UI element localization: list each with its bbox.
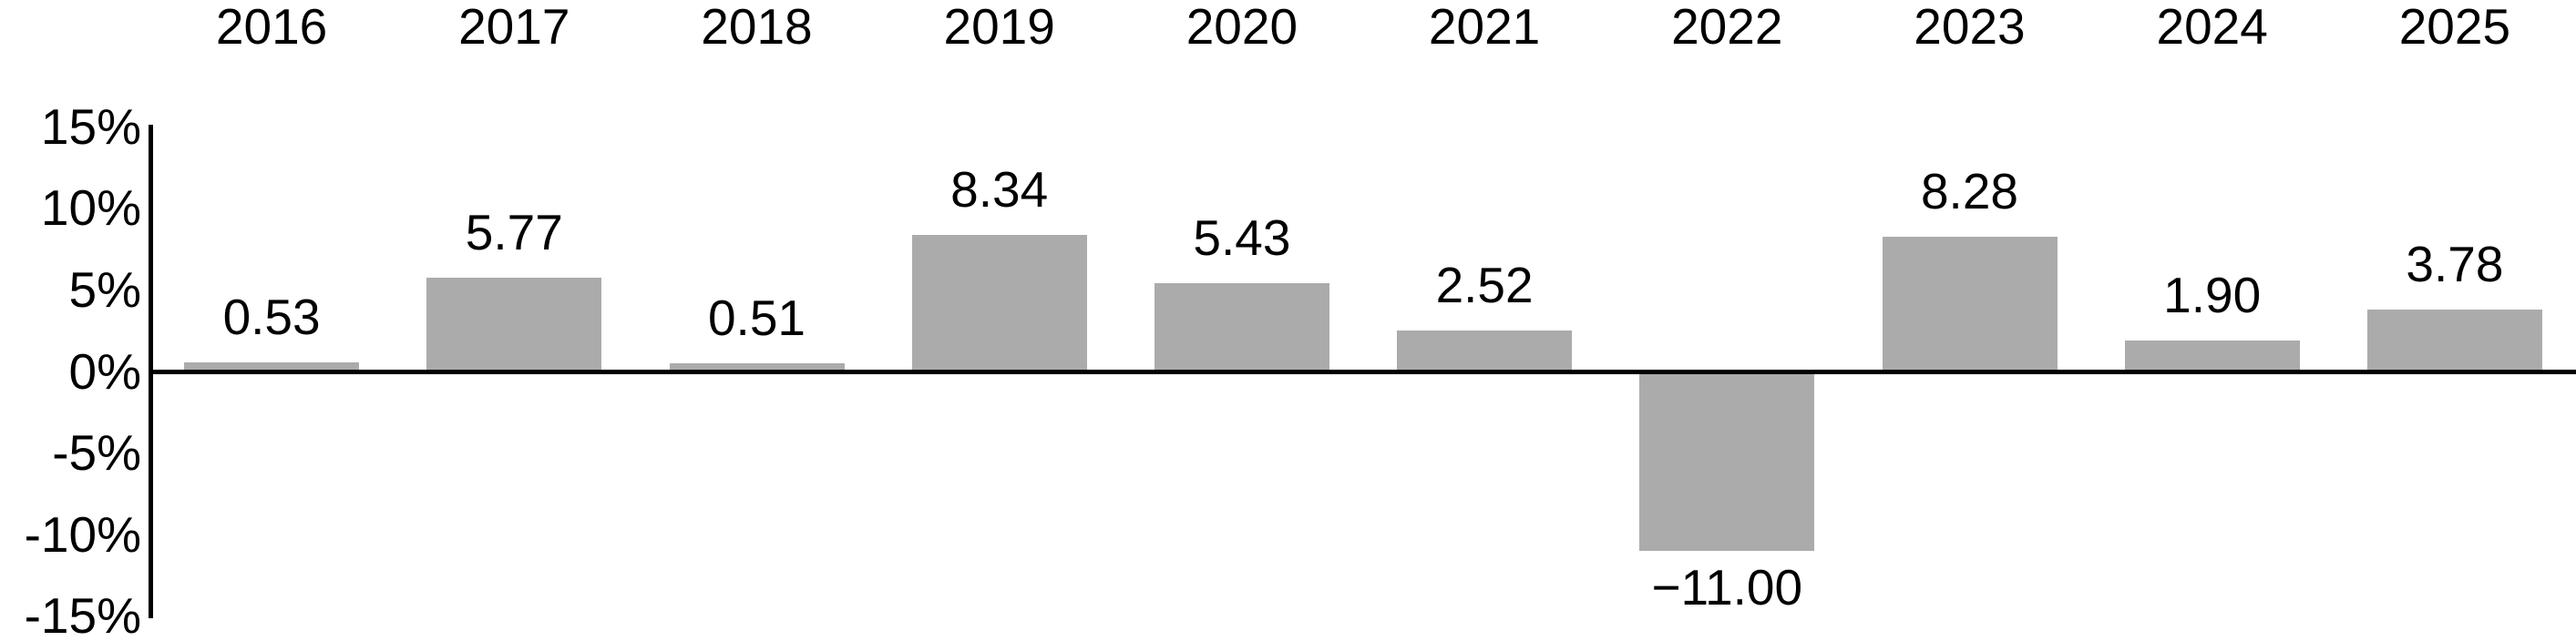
x-category-label: 2021 bbox=[1428, 0, 1541, 55]
bar-2021 bbox=[1397, 330, 1573, 371]
bar-value-label: 1.90 bbox=[2163, 266, 2262, 323]
x-category-label: 2017 bbox=[458, 0, 570, 55]
bar-value-label: 5.77 bbox=[465, 203, 563, 260]
y-tick-label: -5% bbox=[52, 424, 141, 482]
bar-value-label: −11.00 bbox=[1651, 559, 1803, 616]
x-category-label: 2019 bbox=[943, 0, 1055, 55]
bar-2023 bbox=[1882, 236, 2058, 371]
bar-2025 bbox=[2366, 310, 2542, 371]
bar-value-label: 8.34 bbox=[950, 161, 1049, 219]
x-category-label: 2022 bbox=[1671, 0, 1783, 55]
y-tick-label: 5% bbox=[68, 260, 142, 318]
bar-2018 bbox=[669, 362, 845, 371]
bar-value-label: 0.53 bbox=[222, 289, 321, 346]
bar-value-label: 0.51 bbox=[707, 289, 806, 346]
bar-value-label: 5.43 bbox=[1193, 209, 1291, 266]
y-tick-label: 15% bbox=[40, 97, 141, 155]
x-category-label: 2018 bbox=[701, 0, 813, 55]
x-category-label: 2016 bbox=[215, 0, 328, 55]
bar-2024 bbox=[2124, 340, 2300, 371]
y-tick-label: -15% bbox=[24, 587, 141, 641]
y-tick-label: 0% bbox=[68, 342, 142, 400]
bar-value-label: 3.78 bbox=[2406, 236, 2504, 293]
bar-2016 bbox=[184, 362, 360, 371]
y-tick-label: 10% bbox=[40, 179, 141, 237]
bar-value-label: 2.52 bbox=[1435, 256, 1534, 313]
x-category-label: 2024 bbox=[2156, 0, 2268, 55]
zero-baseline bbox=[149, 369, 2576, 374]
bar-2022 bbox=[1639, 371, 1815, 552]
bar-value-label: 8.28 bbox=[1920, 162, 2018, 219]
y-tick-label: -10% bbox=[24, 505, 141, 563]
x-category-label: 2023 bbox=[1914, 0, 2026, 55]
x-category-label: 2025 bbox=[2398, 0, 2511, 55]
bar-2017 bbox=[426, 277, 602, 371]
bar-2020 bbox=[1154, 282, 1329, 371]
bar-2019 bbox=[911, 235, 1087, 371]
x-category-label: 2020 bbox=[1185, 0, 1298, 55]
